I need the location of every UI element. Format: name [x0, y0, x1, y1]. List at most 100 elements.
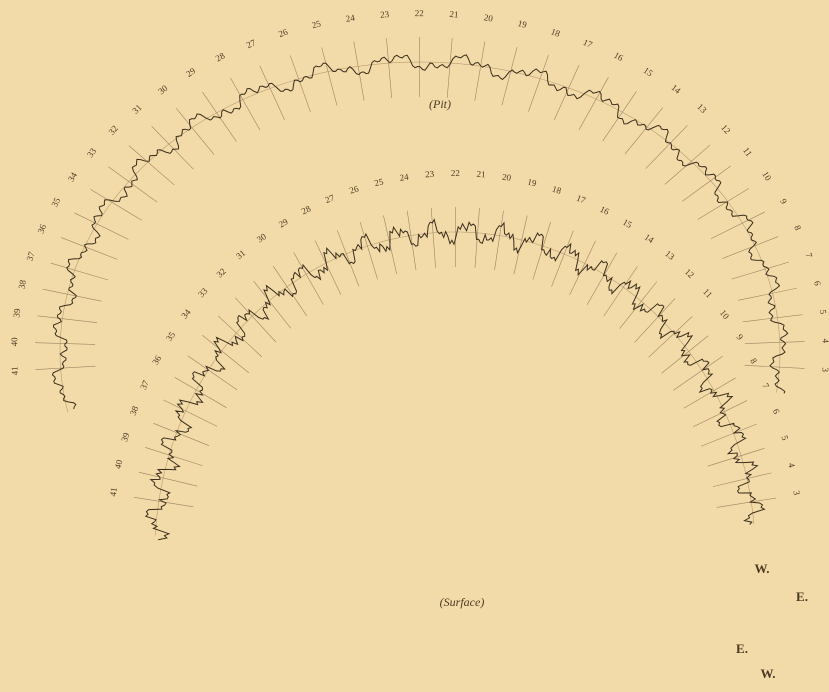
hour-number: 16	[598, 204, 611, 217]
hour-line	[202, 334, 250, 374]
hour-line	[386, 38, 392, 98]
hour-line	[619, 281, 658, 329]
hour-number: 35	[164, 329, 178, 343]
hour-number: 10	[718, 308, 732, 322]
hour-line	[474, 207, 480, 268]
hour-line	[230, 77, 261, 131]
hour-number: 38	[128, 404, 141, 417]
hour-number: 19	[526, 177, 537, 189]
surface-label: (Surface)	[440, 595, 485, 609]
reference-arc	[155, 231, 755, 536]
hour-line	[742, 314, 803, 323]
hour-number: 17	[575, 193, 587, 206]
hour-line	[35, 365, 96, 370]
hour-number: 20	[501, 172, 512, 183]
hour-number: 8	[748, 356, 759, 365]
hour-line	[314, 240, 342, 295]
hour-number: 17	[582, 37, 595, 50]
hour-line	[722, 236, 779, 259]
hour-number: 13	[695, 101, 709, 115]
hour-number: 10	[760, 169, 773, 182]
hour-line	[731, 261, 790, 280]
hour-line	[494, 210, 504, 271]
hour-line	[710, 211, 765, 239]
hour-line	[603, 266, 638, 317]
hour-line	[321, 47, 338, 106]
hour-line	[624, 107, 664, 155]
hour-number: 3	[791, 490, 802, 497]
hour-number: 31	[234, 248, 247, 261]
hour-number: 12	[719, 123, 732, 136]
hour-line	[551, 230, 574, 287]
hour-number: 11	[701, 287, 714, 300]
hour-number: 24	[345, 12, 356, 23]
hour-line	[253, 280, 292, 329]
hour-number: 36	[150, 353, 163, 366]
hour-number: 20	[483, 12, 494, 23]
hour-line	[744, 341, 805, 344]
hour-line	[430, 207, 436, 268]
hour-number: 30	[255, 231, 268, 245]
hour-number: 14	[643, 232, 656, 246]
hour-number: 30	[156, 83, 170, 97]
hour-number: 15	[621, 217, 634, 230]
hour-line	[474, 41, 486, 101]
hour-line	[61, 237, 118, 260]
hour-line	[151, 125, 194, 170]
hour-number: 3	[820, 367, 829, 373]
hour-line	[50, 262, 109, 281]
hour-line	[259, 65, 285, 121]
hour-number: 21	[476, 169, 486, 180]
hour-line	[744, 365, 805, 369]
hour-number: 36	[35, 222, 48, 234]
hour-number: 22	[451, 168, 460, 178]
hour-number: 27	[324, 192, 336, 205]
seismic-trace	[51, 54, 789, 410]
hour-line	[634, 298, 676, 343]
hour-line	[501, 47, 518, 106]
hour-number: 26	[348, 183, 360, 195]
hour-number: 25	[311, 18, 323, 30]
hour-number: 31	[130, 102, 143, 115]
pit-end-label: E.	[796, 589, 808, 604]
hour-number: 21	[449, 9, 459, 20]
hour-number: 9	[734, 332, 745, 342]
hour-line	[42, 288, 102, 302]
hour-line	[528, 54, 549, 112]
hour-number: 18	[550, 26, 562, 39]
hour-number: 18	[551, 184, 563, 196]
hour-number: 23	[380, 9, 390, 20]
hour-number: 41	[9, 366, 19, 376]
hour-line	[153, 423, 210, 446]
hour-number: 23	[425, 169, 435, 180]
hour-line	[673, 356, 723, 391]
hour-line	[145, 447, 203, 466]
hour-line	[645, 125, 688, 169]
hour-number: 12	[683, 267, 696, 280]
hour-number: 9	[778, 197, 789, 206]
hour-number: 4	[821, 338, 829, 343]
hour-number: 14	[669, 82, 683, 96]
hour-number: 15	[642, 65, 655, 79]
hour-number: 11	[741, 145, 754, 158]
hour-line	[128, 145, 175, 186]
hour-line	[217, 315, 263, 358]
hour-number: 40	[9, 337, 19, 347]
hour-number: 40	[113, 458, 125, 470]
hour-line	[163, 399, 218, 427]
hour-number: 33	[85, 146, 99, 160]
hour-line	[293, 252, 324, 305]
hour-number: 34	[66, 170, 79, 183]
hour-number: 6	[812, 280, 823, 287]
hour-line	[74, 212, 129, 240]
hour-number: 32	[106, 123, 119, 136]
hour-number: 39	[119, 431, 131, 443]
hour-number: 29	[277, 216, 290, 229]
hour-line	[697, 188, 750, 220]
hour-number: 32	[214, 266, 227, 279]
hour-number: 29	[184, 65, 197, 79]
hour-line	[661, 335, 709, 374]
hour-number: 8	[792, 224, 803, 232]
seismic-trace	[144, 218, 766, 541]
